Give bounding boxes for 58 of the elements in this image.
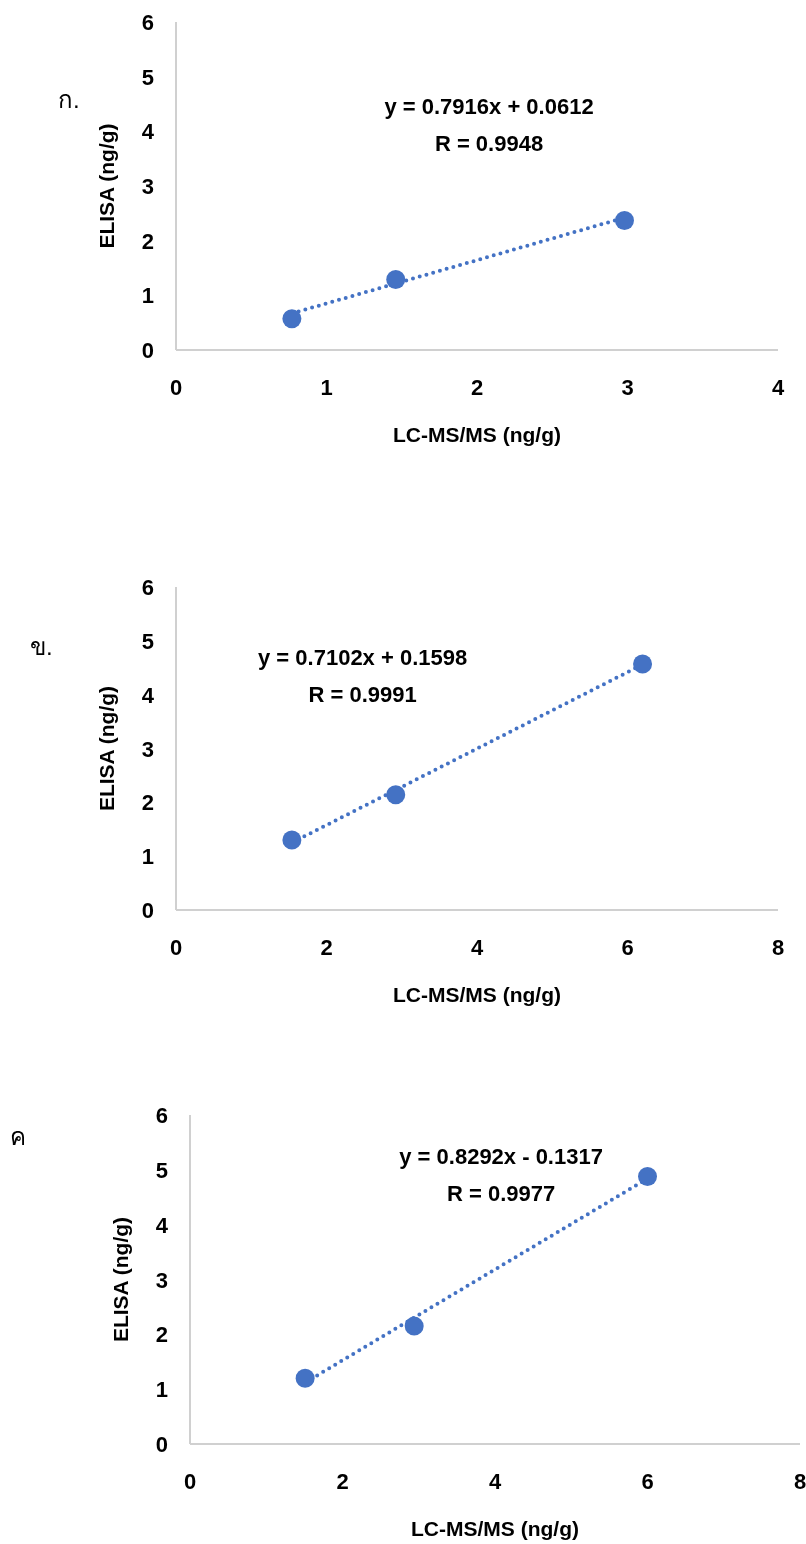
x-tick-label: 2 xyxy=(470,375,484,400)
point xyxy=(404,1316,424,1336)
y-tick-label: 6 xyxy=(155,1103,168,1128)
y-tick-label: 0 xyxy=(155,1432,168,1457)
chart-title: ค xyxy=(10,1123,26,1150)
x-tick-label: 0 xyxy=(183,1469,197,1494)
y-tick-label: 5 xyxy=(141,64,154,90)
x-tick-label: 6 xyxy=(641,1469,654,1494)
x-tick-label: 3 xyxy=(621,375,634,400)
annotation: R = 0.9948 xyxy=(434,130,544,156)
y-tick-label: 1 xyxy=(141,844,154,870)
point xyxy=(386,785,406,805)
x-tick-label: 4 xyxy=(488,1469,502,1494)
y-tick-label: 3 xyxy=(141,736,154,762)
annotation: y = 0.8292x - 0.1317 xyxy=(399,1144,603,1170)
text: ก. xyxy=(58,86,80,113)
point xyxy=(282,309,302,329)
y-tick-label: 1 xyxy=(155,1377,168,1403)
y-tick-label: 2 xyxy=(141,790,154,816)
text: ข. xyxy=(30,633,53,660)
y-tick-label: 6 xyxy=(141,10,154,35)
x-axis-title: LC-MS/MS (ng/g) xyxy=(393,423,561,446)
annotation: y = 0.7102x + 0.1598 xyxy=(258,644,468,670)
x-tick-label: 4 xyxy=(470,935,484,960)
y-tick-label: 0 xyxy=(141,898,154,923)
y-tick-label: 2 xyxy=(141,228,154,254)
y-axis-title: ELISA (ng/g) xyxy=(95,685,118,812)
y-tick-label: 0 xyxy=(141,338,154,363)
annotation: R = 0.9977 xyxy=(446,1181,556,1207)
x-tick-label: 4 xyxy=(771,375,785,400)
point xyxy=(614,210,634,230)
y-axis-title: ELISA (ng/g) xyxy=(109,1216,132,1343)
x-tick-label: 8 xyxy=(793,1469,806,1494)
x-tick-label: 2 xyxy=(320,935,333,960)
point xyxy=(295,1368,315,1388)
y-tick-label: 3 xyxy=(155,1267,168,1293)
point xyxy=(633,654,653,674)
x-axis-title: LC-MS/MS (ng/g) xyxy=(393,983,561,1006)
x-tick-label: 2 xyxy=(336,1469,349,1494)
annotation: R = 0.9991 xyxy=(308,681,417,707)
y-tick-label: 6 xyxy=(141,575,154,600)
y-axis-title: ELISA (ng/g) xyxy=(95,123,118,249)
y-tick-label: 3 xyxy=(141,174,154,199)
y-tick-label: 5 xyxy=(155,1157,168,1183)
y-tick-label: 1 xyxy=(141,283,154,309)
y-tick-label: 4 xyxy=(141,682,155,708)
x-tick-label: 8 xyxy=(771,935,785,960)
x-tick-label: 1 xyxy=(320,375,333,400)
y-tick-label: 5 xyxy=(141,628,154,654)
point xyxy=(386,269,406,289)
point xyxy=(638,1166,657,1186)
x-axis-title: LC-MS/MS (ng/g) xyxy=(411,1517,579,1540)
y-tick-label: 4 xyxy=(141,119,155,145)
point xyxy=(282,830,302,850)
x-tick-label: 6 xyxy=(621,935,634,960)
y-tick-label: 4 xyxy=(155,1212,169,1238)
annotation: y = 0.7916x + 0.0612 xyxy=(384,93,594,119)
y-tick-label: 2 xyxy=(155,1322,168,1348)
